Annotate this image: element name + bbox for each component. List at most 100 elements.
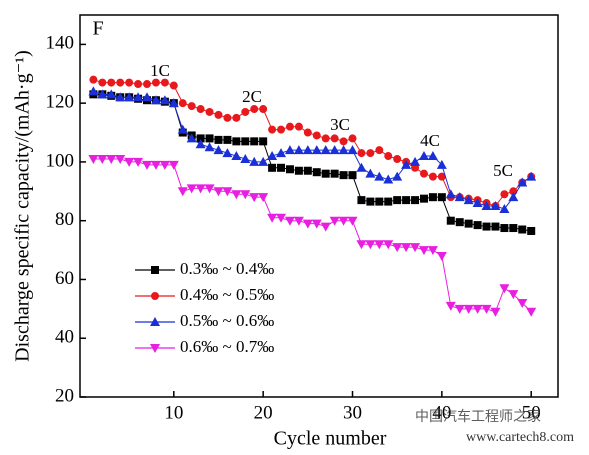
y-tick-label: 120 [46,92,75,113]
marker [375,197,384,206]
marker [517,177,528,187]
marker [418,246,429,256]
marker [150,95,161,105]
marker [393,154,402,163]
marker [187,102,196,111]
marker [348,171,357,180]
marker [437,193,446,202]
marker [339,171,348,180]
marker [168,160,179,170]
marker [294,122,303,131]
marker [205,134,214,143]
marker [499,284,510,294]
marker [321,134,330,143]
marker [375,146,384,155]
marker [410,243,421,253]
marker [284,216,295,226]
marker [463,195,474,205]
marker [250,137,259,146]
marker [392,243,403,253]
marker [159,160,170,170]
marker [437,172,446,181]
marker [124,157,135,167]
annotation: 2C [242,87,262,106]
marker [383,174,394,184]
marker [277,163,286,172]
marker [509,224,518,233]
marker [134,80,143,89]
marker [303,166,312,175]
marker [293,216,304,226]
marker [88,86,99,96]
marker [106,89,117,99]
x-axis-label: Cycle number [274,428,387,450]
marker [527,226,536,235]
marker [518,225,527,234]
marker [151,78,160,87]
marker [276,148,287,158]
marker [454,304,465,314]
marker [312,168,321,177]
marker [526,307,537,317]
marker [490,201,501,210]
marker [446,216,455,225]
marker [384,197,393,206]
annotation: 4C [420,131,440,150]
marker [427,246,438,256]
marker [285,165,294,174]
marker [455,218,464,227]
annotation: F [92,18,103,40]
x-tick-label: 40 [432,402,451,423]
marker [365,240,376,250]
marker [259,105,268,114]
marker [499,203,510,213]
x-tick-label: 50 [522,402,541,423]
marker [204,184,215,194]
marker [348,134,357,143]
marker [89,75,98,84]
marker [97,89,108,99]
marker [151,292,159,300]
y-tick-label: 80 [55,209,74,230]
marker [250,105,259,114]
marker [303,128,312,137]
marker [445,301,456,311]
marker [482,222,491,231]
marker [196,134,205,143]
plot-frame [79,14,559,398]
annotation: 1C [150,61,170,80]
watermark: 中国汽车工程师之家 [415,408,541,425]
marker [366,197,375,206]
marker [392,171,403,181]
legend-label: 0.3‰ ~ 0.4‰ [180,259,274,278]
legend-label: 0.5‰ ~ 0.6‰ [180,311,274,330]
marker [214,110,223,119]
marker [374,240,385,250]
marker [357,149,366,158]
marker [418,151,429,161]
marker [481,201,492,210]
marker [329,216,340,226]
marker [195,139,206,149]
series-line [93,90,532,210]
marker [222,187,233,197]
marker [473,221,482,230]
marker [302,145,313,155]
marker [150,344,160,353]
annotation: 3C [330,115,350,134]
marker [481,304,492,314]
marker [401,243,412,253]
marker [428,172,437,181]
marker [115,92,126,102]
marker [411,196,420,205]
marker [223,135,232,144]
y-tick-label: 40 [55,327,74,348]
marker [339,137,348,146]
legend-label: 0.4‰ ~ 0.5‰ [180,285,274,304]
marker [330,169,339,178]
marker [249,193,260,203]
marker [427,151,438,161]
marker [285,122,294,131]
x-tick-label: 30 [343,402,362,423]
marker [454,192,465,202]
